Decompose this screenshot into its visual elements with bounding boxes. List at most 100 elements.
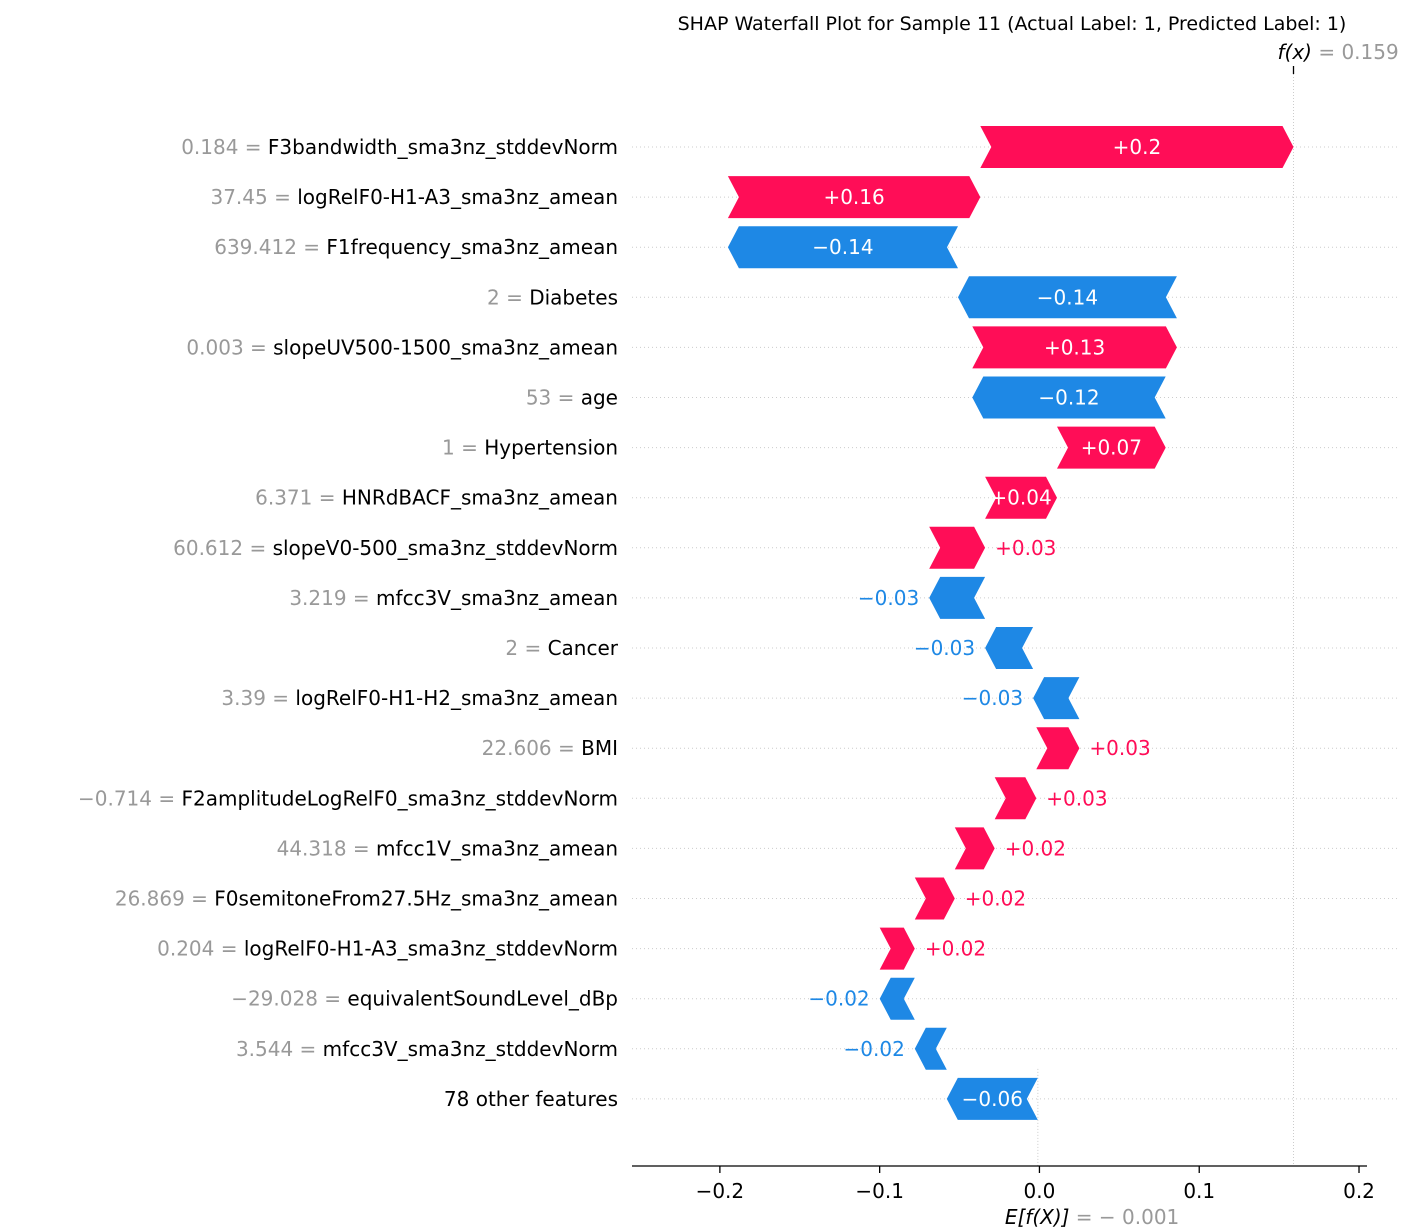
feature-value: −29.028 =	[231, 987, 347, 1011]
feature-labels-group: 0.184 = F3bandwidth_sma3nz_stddevNorm 37.…	[78, 135, 619, 1111]
feature-label: 2 = Cancer	[505, 636, 618, 660]
feature-label: 37.45 = logRelF0-H1-A3_sma3nz_amean	[210, 185, 618, 209]
feature-name: F1frequency_sma3nz_amean	[326, 235, 618, 259]
base-annotation: E[f(X)] = − 0.001	[1005, 1205, 1179, 1229]
feature-name: F0semitoneFrom27.5Hz_sma3nz_amean	[214, 887, 618, 911]
feature-value: 44.318 =	[277, 836, 376, 860]
feature-name: equivalentSoundLevel_dBp	[347, 987, 618, 1011]
shap-bar	[727, 226, 958, 269]
feature-label: 78 other features	[444, 1087, 618, 1111]
shap-bar	[994, 777, 1037, 820]
bar-value-label: −0.03	[914, 636, 975, 660]
feature-label: 3.544 = mfcc3V_sma3nz_stddevNorm	[236, 1037, 618, 1061]
bar-value-label: +0.02	[1005, 836, 1066, 860]
x-tick-label: 0.2	[1343, 1179, 1375, 1203]
feature-value: 0.184 =	[181, 135, 268, 159]
shap-bar	[1036, 727, 1080, 770]
x-axis: −0.2 −0.1 0.0 0.1 0.2	[632, 1165, 1375, 1203]
feature-name: logRelF0-H1-A3_sma3nz_amean	[297, 185, 618, 209]
feature-name: Hypertension	[484, 436, 618, 460]
feature-name: Cancer	[548, 636, 619, 660]
feature-label: 2 = Diabetes	[487, 285, 618, 309]
bar-value-label: +0.16	[823, 185, 884, 209]
feature-label: 3.39 = logRelF0-H1-H2_sma3nz_amean	[221, 686, 618, 710]
bar-value-label: −0.03	[858, 586, 919, 610]
shap-bar	[985, 627, 1034, 669]
feature-label: −29.028 = equivalentSoundLevel_dBp	[231, 987, 618, 1011]
fx-annotation: f(x) = 0.159	[1278, 40, 1399, 74]
feature-value: 0.204 =	[157, 937, 244, 961]
reference-lines	[1037, 68, 1294, 1166]
bar-value-label: −0.14	[812, 235, 873, 259]
shap-bar	[972, 326, 1177, 369]
x-tick-label: 0.0	[1024, 1179, 1056, 1203]
feature-value: 0.003 =	[186, 335, 273, 359]
shap-bar	[985, 476, 1057, 519]
base-symbol: E[f(X)]	[1005, 1205, 1070, 1229]
feature-name: F3bandwidth_sma3nz_stddevNorm	[268, 135, 618, 159]
shap-bar	[980, 126, 1294, 168]
bar-value-label: −0.14	[1037, 285, 1098, 309]
base-value: = − 0.001	[1069, 1205, 1179, 1229]
x-tick-label: −0.1	[855, 1179, 904, 1203]
shap-bar	[727, 176, 981, 219]
bar-value-label: +0.04	[990, 486, 1051, 510]
shap-bar	[929, 526, 986, 569]
bar-value-label: +0.03	[1046, 786, 1107, 810]
feature-name: logRelF0-H1-A3_sma3nz_stddevNorm	[244, 937, 618, 961]
feature-value: 26.869 =	[115, 887, 214, 911]
shap-bar	[1033, 677, 1080, 720]
feature-label: −0.714 = F2amplitudeLogRelF0_sma3nz_stdd…	[78, 786, 618, 810]
feature-value: 6.371 =	[255, 486, 342, 510]
fx-symbol: f(x)	[1278, 40, 1312, 64]
bar-value-label: +0.03	[995, 536, 1056, 560]
bar-value-label: −0.06	[962, 1087, 1023, 1111]
feature-label: 0.003 = slopeUV500-1500_sma3nz_amean	[186, 335, 618, 359]
feature-value: 3.544 =	[236, 1037, 323, 1061]
bar-value-label: +0.03	[1089, 736, 1150, 760]
bar-value-label: +0.07	[1081, 436, 1142, 460]
feature-label: 22.606 = BMI	[482, 736, 618, 760]
feature-name: F2amplitudeLogRelF0_sma3nz_stddevNorm	[181, 786, 618, 810]
chart-title: SHAP Waterfall Plot for Sample 11 (Actua…	[678, 13, 1347, 35]
feature-label: 53 = age	[526, 386, 618, 410]
feature-value: −0.714 =	[78, 786, 182, 810]
feature-label: 44.318 = mfcc1V_sma3nz_amean	[277, 836, 618, 860]
feature-name: mfcc3V_sma3nz_amean	[376, 586, 618, 610]
fx-label: f(x) = 0.159	[1278, 40, 1399, 64]
feature-label: 0.204 = logRelF0-H1-A3_sma3nz_stddevNorm	[157, 937, 618, 961]
bar-value-label: −0.02	[808, 987, 869, 1011]
x-tick-label: 0.1	[1183, 1179, 1215, 1203]
bar-value-label: −0.02	[844, 1037, 905, 1061]
feature-name: 78 other features	[444, 1087, 618, 1111]
feature-name: mfcc3V_sma3nz_stddevNorm	[323, 1037, 618, 1061]
feature-name: BMI	[581, 736, 618, 760]
fx-value: = 0.159	[1312, 40, 1399, 64]
shap-bar	[954, 827, 995, 870]
shap-bar	[929, 576, 986, 619]
feature-label: 639.412 = F1frequency_sma3nz_amean	[214, 235, 618, 259]
feature-value: 53 =	[526, 386, 581, 410]
bar-value-label: +0.02	[965, 887, 1026, 911]
feature-value: 60.612 =	[173, 536, 272, 560]
feature-name: HNRdBACF_sma3nz_amean	[342, 486, 618, 510]
feature-value: 2 =	[505, 636, 547, 660]
feature-value: 2 =	[487, 285, 529, 309]
feature-value: 1 =	[442, 436, 484, 460]
feature-value: 3.39 =	[221, 686, 295, 710]
feature-value: 3.219 =	[289, 586, 376, 610]
shap-bar	[914, 877, 955, 920]
base-label: E[f(X)] = − 0.001	[1005, 1205, 1179, 1229]
x-tick-label: −0.2	[696, 1179, 745, 1203]
feature-label: 3.219 = mfcc3V_sma3nz_amean	[289, 586, 618, 610]
feature-value: 639.412 =	[214, 235, 326, 259]
feature-name: slopeV0-500_sma3nz_stddevNorm	[273, 536, 618, 560]
shap-bar	[879, 927, 915, 970]
shap-bar	[958, 276, 1177, 319]
bar-value-label: +0.2	[1113, 135, 1162, 159]
bar-value-label: +0.02	[925, 937, 986, 961]
shap-bar	[972, 376, 1166, 419]
feature-name: age	[581, 386, 618, 410]
feature-label: 1 = Hypertension	[442, 436, 618, 460]
